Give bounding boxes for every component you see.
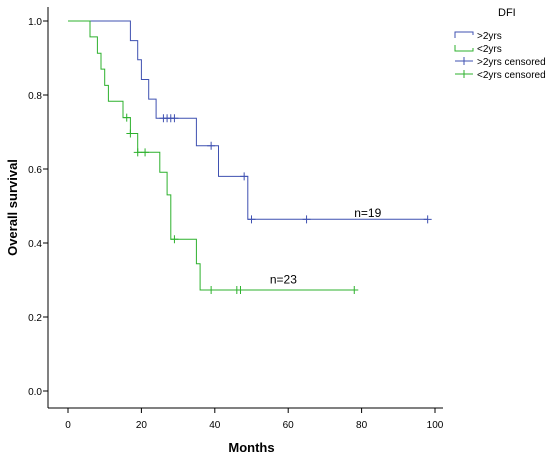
censored-marker [207,285,216,294]
series-0 [68,20,432,224]
x-tick-label: 40 [209,420,221,431]
legend-item: >2yrs censored [455,57,546,68]
legend-label: >2yrs censored [477,57,546,68]
censored-marker [126,129,135,138]
x-tick-label: 0 [65,420,71,431]
censored-marker [141,148,150,157]
censored-marker [236,285,245,294]
legend-label: <2yrs [477,44,502,55]
censored-marker [423,215,432,224]
censored-marker [350,285,359,294]
legend-item: <2yrs censored [455,70,546,81]
series-layer [68,20,432,294]
y-tick-label: 0.4 [28,239,42,250]
legend: DFI >2yrs <2yrs >2yrs censored <2yrs censore… [454,7,546,81]
legend-item: <2yrs [454,44,502,55]
series-1 [68,20,359,294]
survival-step-line [68,20,355,291]
legend-swatch [454,45,474,52]
y-tick-label: 0.0 [28,387,42,398]
x-axis-label: Months [228,440,274,455]
y-tick-label: 0.8 [28,91,42,102]
censored-marker [122,113,131,122]
legend-swatch [454,31,474,38]
x-tick-label: 20 [136,420,148,431]
censored-marker [302,215,311,224]
y-tick-label: 1.0 [28,17,42,28]
annotation-label: n=23 [270,273,297,287]
survival-step-line [68,20,428,220]
y-axis-label: Overall survival [5,159,20,256]
annotation-label: n=19 [354,206,381,220]
annotation-layer: n=19 n=23 [270,206,382,287]
y-tick-label: 0.6 [28,165,42,176]
axes-layer: 0.0 0.2 0.4 0.6 0.8 1.0 0 20 40 60 80 100 Months Over… [5,7,444,455]
x-tick-label: 80 [356,420,368,431]
censored-marker [207,141,216,150]
x-tick-label: 100 [427,420,444,431]
censored-marker [133,148,142,157]
censored-marker [247,215,256,224]
censored-marker [170,235,179,244]
y-tick-label: 0.2 [28,313,42,324]
censored-marker [170,114,179,123]
legend-title: DFI [498,7,516,19]
legend-item: >2yrs [454,31,502,42]
legend-label: <2yrs censored [477,70,546,81]
x-tick-label: 60 [283,420,295,431]
censored-marker [240,172,249,181]
legend-label: >2yrs [477,31,502,42]
